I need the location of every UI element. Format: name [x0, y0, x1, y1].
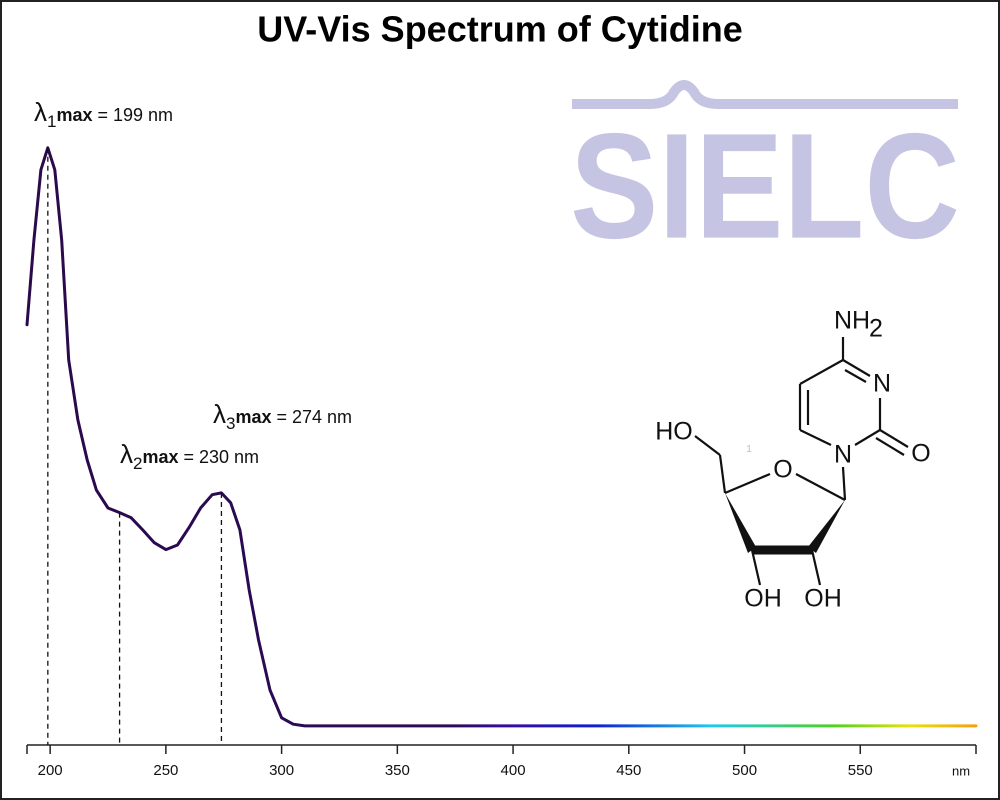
- peak-symbol: λ: [213, 399, 226, 429]
- atom-label: HO: [655, 418, 693, 446]
- peak-symbol: λ: [34, 97, 47, 127]
- bond: [841, 466, 847, 501]
- atom-label: N: [873, 370, 891, 398]
- bond: [854, 429, 881, 446]
- x-tick-label: 350: [385, 762, 410, 779]
- structure: NH 2 N O N HO O OH OH 1: [655, 307, 930, 613]
- peak-suffix: max: [142, 447, 178, 467]
- peak-index: 2: [133, 454, 142, 473]
- peak-text: = 274 nm: [277, 407, 353, 427]
- spectrum-line: [25, 146, 978, 728]
- atom-label: O: [911, 440, 930, 468]
- logo-arc: [572, 80, 958, 109]
- bond: [844, 369, 867, 383]
- x-axis-unit: nm: [952, 763, 970, 778]
- atom-label: NH: [834, 307, 870, 335]
- peak-symbol: λ: [120, 439, 133, 469]
- bond: [718, 454, 727, 494]
- bond: [750, 549, 762, 586]
- peak-text: = 199 nm: [98, 105, 174, 125]
- logo-text: SIELC: [570, 102, 960, 270]
- bond: [842, 359, 871, 377]
- peak-label: λ1max = 199 nm: [34, 97, 173, 131]
- chart-title: UV-Vis Spectrum of Cytidine: [257, 9, 742, 50]
- atom-label: OH: [744, 585, 782, 613]
- watermark: SIELC: [570, 80, 960, 270]
- x-tick-label: 500: [732, 762, 757, 779]
- atom-subscript: 2: [869, 315, 883, 343]
- wedge: [725, 493, 756, 553]
- bond: [724, 472, 771, 495]
- x-tick-label: 250: [153, 762, 178, 779]
- peak-label: λ3max = 274 nm: [213, 399, 352, 433]
- atom-label: OH: [804, 585, 842, 613]
- peak-index: 1: [47, 112, 56, 131]
- bond: [799, 429, 832, 446]
- peak-suffix: max: [56, 105, 92, 125]
- peak-label: λ2max = 230 nm: [120, 439, 259, 473]
- bond: [810, 549, 822, 586]
- x-tick-label: 400: [501, 762, 526, 779]
- wedge: [808, 500, 845, 553]
- bond: [795, 473, 846, 501]
- bond: [694, 435, 721, 456]
- x-tick-label: 550: [848, 762, 873, 779]
- atom-index: 1: [746, 444, 752, 455]
- peak-index: 3: [226, 414, 235, 433]
- x-tick-label: 450: [616, 762, 641, 779]
- atom-label: O: [773, 456, 792, 484]
- x-tick-label: 200: [38, 762, 63, 779]
- peak-suffix: max: [235, 407, 271, 427]
- bond: [799, 359, 844, 385]
- peak-text: = 230 nm: [184, 447, 260, 467]
- bond: [875, 437, 905, 456]
- x-tick-label: 300: [269, 762, 294, 779]
- atom-label: N: [834, 441, 852, 469]
- bond: [879, 429, 909, 448]
